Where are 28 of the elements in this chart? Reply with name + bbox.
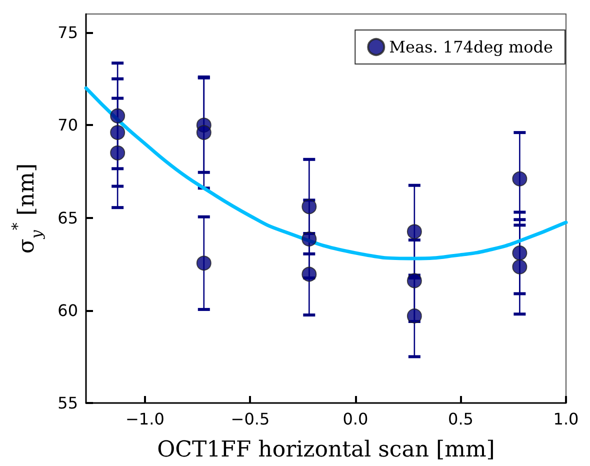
y-tick-label: 60	[58, 300, 78, 320]
x-tick-label: −1.0	[126, 410, 164, 428]
point	[406, 224, 422, 240]
point	[406, 308, 422, 324]
x-tick-label: 0.5	[448, 410, 474, 428]
y-tick-label: 55	[58, 394, 78, 412]
point	[406, 273, 422, 288]
point	[512, 245, 528, 260]
point	[110, 125, 126, 140]
point	[110, 145, 126, 160]
y-tick-label: 75	[58, 23, 78, 42]
point	[196, 125, 212, 140]
point	[512, 171, 528, 186]
line-series	[84, 86, 568, 260]
y-axis-title: σy* [nm]	[8, 163, 46, 254]
y-tick-label: 65	[58, 208, 78, 228]
y-tick-label: 70	[58, 116, 78, 135]
x-tick-label: 0.0	[342, 410, 368, 428]
point	[302, 232, 317, 247]
x-axis-title: OCT1FF horizontal scan [mm]	[157, 438, 495, 462]
point	[302, 199, 317, 214]
point	[512, 259, 528, 274]
x-tick-label: 1.0	[553, 410, 579, 428]
point	[302, 266, 317, 282]
point	[196, 256, 212, 271]
legend-label: Meas. 174deg mode	[389, 38, 554, 56]
x-tick-label: −0.5	[230, 410, 270, 428]
point	[110, 108, 126, 124]
